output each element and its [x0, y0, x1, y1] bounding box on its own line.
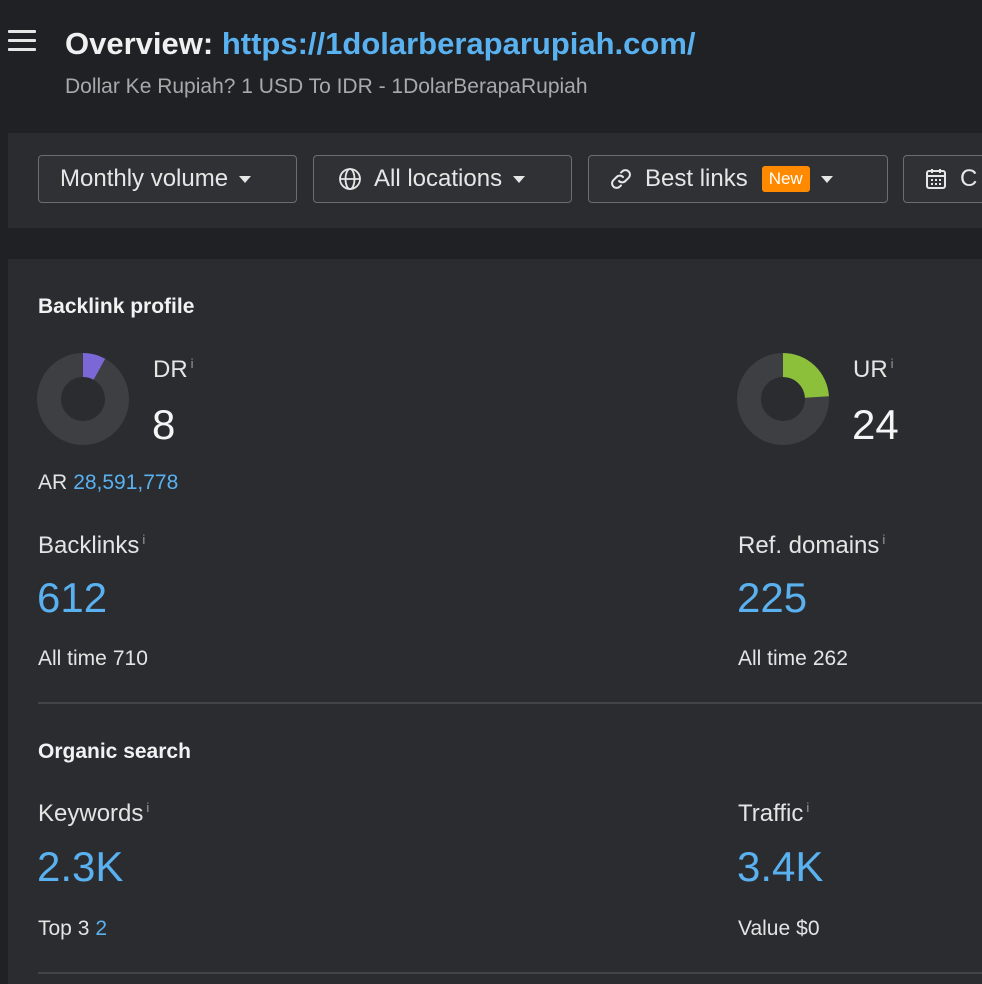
locations-dropdown[interactable]: All locations [313, 155, 572, 203]
ar-row: AR 28,591,778 [38, 471, 178, 495]
locations-label: All locations [374, 165, 503, 192]
backlinks-label: Backlinks i [38, 532, 145, 560]
ar-value-link[interactable]: 28,591,778 [73, 471, 179, 494]
info-icon[interactable]: i [890, 356, 894, 371]
info-icon[interactable]: i [190, 356, 194, 371]
page-subtitle: Dollar Ke Rupiah? 1 USD To IDR - 1DolarB… [65, 75, 588, 98]
overview-panel: Backlink profile DR i 8 UR i 24 AR 28,591,7… [8, 259, 982, 984]
best-links-label: Best links [645, 165, 748, 192]
ur-label: UR i [853, 356, 894, 384]
keywords-top3-label: Top 3 [38, 917, 90, 940]
ur-value: 24 [852, 401, 899, 448]
organic-search-heading: Organic search [38, 740, 191, 763]
ref-domains-label: Ref. domains i [738, 532, 885, 560]
info-icon[interactable]: i [882, 532, 886, 547]
info-icon[interactable]: i [142, 532, 146, 547]
section-divider [38, 972, 982, 974]
monthly-volume-dropdown[interactable]: Monthly volume [38, 155, 297, 203]
ref-domains-all-time: All time 262 [738, 647, 848, 671]
compare-label: C [960, 165, 978, 192]
ur-donut-arc [737, 353, 829, 445]
ar-label: AR [38, 471, 68, 494]
backlinks-all-time-label: All time [38, 647, 107, 670]
backlinks-value-link[interactable]: 612 [37, 574, 108, 621]
keywords-label-text: Keywords [38, 800, 144, 827]
dr-donut-arc [37, 353, 129, 445]
target-url-link[interactable]: https://1dolarberaparupiah.com/ [221, 26, 696, 61]
page-title-label: Overview: [65, 26, 214, 61]
dr-donut-track [37, 353, 129, 445]
section-divider [38, 702, 982, 704]
ref-domains-all-time-value: 262 [812, 647, 848, 670]
traffic-label-text: Traffic [738, 800, 804, 827]
monthly-volume-label: Monthly volume [60, 165, 229, 192]
backlink-profile-heading: Backlink profile [38, 295, 195, 318]
traffic-value-link[interactable]: 3.4K [737, 843, 824, 890]
dr-label: DR i [153, 356, 194, 384]
traffic-value-amount: $0 [796, 917, 820, 940]
chevron-down-icon [820, 175, 833, 183]
backlinks-all-time: All time 710 [38, 647, 148, 671]
keywords-value-link[interactable]: 2.3K [37, 843, 124, 890]
ur-label-text: UR [853, 356, 888, 383]
dr-donut-chart [37, 353, 129, 445]
page-header: Overview: https://1dolarberaparupiah.com… [0, 0, 982, 132]
traffic-label: Traffic i [738, 800, 809, 828]
best-links-dropdown[interactable]: Best links New [588, 155, 888, 203]
chevron-down-icon [239, 175, 252, 183]
ref-domains-label-text: Ref. domains [738, 532, 880, 559]
ref-domains-value-link[interactable]: 225 [737, 574, 808, 621]
backlinks-label-text: Backlinks [38, 532, 140, 559]
traffic-value-row: Value $0 [738, 917, 820, 941]
new-badge: New [761, 166, 810, 192]
compare-dropdown[interactable]: C [903, 155, 982, 203]
keywords-label: Keywords i [38, 800, 149, 828]
dr-label-text: DR [153, 356, 188, 383]
ref-domains-all-time-label: All time [738, 647, 807, 670]
ur-donut-chart [737, 353, 829, 445]
dr-value: 8 [152, 401, 176, 448]
page-title: Overview: https://1dolarberaparupiah.com… [65, 26, 696, 62]
backlinks-all-time-value: 710 [112, 647, 148, 670]
filter-toolbar: Monthly volume All locations Best links … [8, 133, 982, 228]
traffic-value-label: Value [738, 917, 791, 940]
keywords-top3-link[interactable]: 2 [95, 917, 108, 940]
calendar-icon [924, 167, 948, 191]
chevron-down-icon [513, 175, 526, 183]
hamburger-menu-icon[interactable] [8, 30, 36, 54]
link-icon [609, 167, 633, 191]
info-icon[interactable]: i [146, 800, 150, 815]
globe-icon [338, 167, 362, 191]
info-icon[interactable]: i [806, 800, 810, 815]
